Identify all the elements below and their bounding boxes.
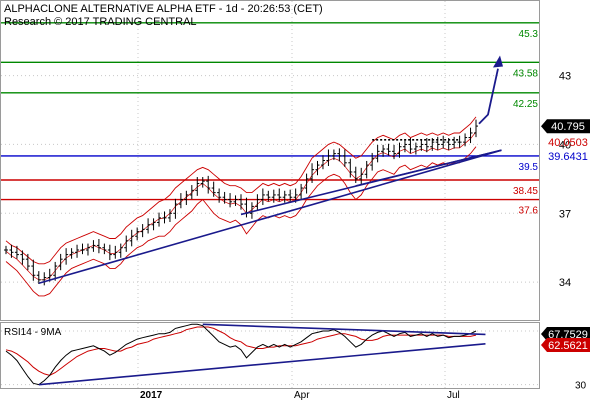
rsi-trendline-upper [202,323,486,336]
projection-arrowhead [493,55,503,68]
price-trendline-main [38,149,502,285]
level-label: 42.25 [513,99,538,110]
x-tick-label: Jul [447,390,460,400]
price-levels: 45.3 43.58 42.25 39.5 38.45 37.6 [1,22,540,217]
bollinger-upper [5,116,477,265]
rsi-panel-frame [0,322,540,389]
last-price-tag: 40.795 [551,121,585,133]
y-tick-label: 40 [559,139,571,151]
price-trendline-short [355,149,502,187]
y-tick-label: 34 [559,277,571,289]
ma-value: 40.0503 [548,137,588,149]
level-label: 37.6 [519,206,539,217]
rsi-ma-value-tag-bg [541,338,590,353]
level-label: 38.45 [513,186,538,197]
trend-lines [38,55,503,285]
rsi-series [5,323,486,386]
rsi-y-tick-label: 30 [575,381,587,392]
level-label: 43.58 [513,68,538,79]
y-tick-label: 43 [559,71,571,83]
chart-title: ALPHACLONE ALTERNATIVE ALPHA ETF - 1d - … [4,3,323,15]
pivot-tag: 39.6431 [548,151,588,163]
level-label: 45.3 [519,29,539,40]
projection-arrow [478,68,499,125]
bollinger-lower [5,146,477,297]
axis-labels: 2017 Apr Jul 34 37 40 43 30 [140,71,587,400]
rsi-grid [1,323,540,388]
rsi-value-tag-bg [541,327,590,342]
last-price-tag-bg [541,119,590,134]
chart-credit: Research © 2017 TRADING CENTRAL [4,16,197,28]
rsi-ma-value-tag: 62.5621 [548,340,588,352]
y-tick-label: 37 [559,208,571,220]
rsi-line [5,323,477,386]
rsi-trendline-lower [38,342,486,386]
x-tick-label: 2017 [140,390,163,400]
x-tick-label: Apr [294,390,310,400]
price-bars [4,119,478,286]
level-label: 39.5 [519,162,539,173]
price-panel-frame [0,0,540,321]
rsi-title: RSI14 - 9MA [4,327,62,338]
